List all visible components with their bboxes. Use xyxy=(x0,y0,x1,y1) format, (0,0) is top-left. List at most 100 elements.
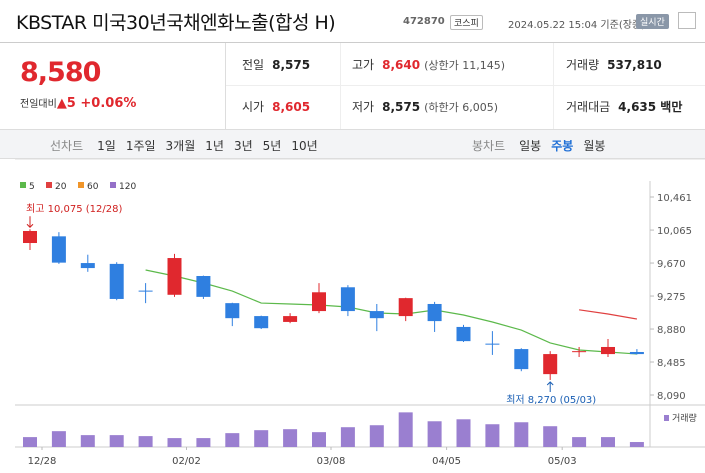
price: 8,580 xyxy=(20,57,101,88)
y-tick-label: 8,090 xyxy=(657,391,686,402)
volume-bar xyxy=(369,425,384,447)
divider xyxy=(553,43,554,129)
low-annotation: 최저 8,270 (05/03) xyxy=(506,394,596,406)
etf-name: KBSTAR 미국30년국채엔화노출(합성 H) xyxy=(16,12,336,34)
quote-field: 전일 8,575 xyxy=(242,56,310,73)
volume-bar xyxy=(601,437,615,447)
tab[interactable]: 일봉 xyxy=(519,139,542,153)
volume-swatch xyxy=(664,415,669,421)
legend-swatch xyxy=(110,182,116,188)
field-extra: (하한가 6,005) xyxy=(424,101,498,114)
field-label: 저가 xyxy=(352,100,375,114)
y-tick-label: 10,461 xyxy=(657,193,692,204)
volume-bar xyxy=(51,431,66,447)
tab[interactable]: 5년 xyxy=(262,139,282,153)
x-tick-label: 05/03 xyxy=(548,456,577,467)
legend-label: 60 xyxy=(87,182,99,192)
legend-swatch xyxy=(46,182,52,188)
tab-group-label: 봉차트 xyxy=(472,139,506,153)
field-value: 8,575 xyxy=(382,100,421,114)
candle-body xyxy=(138,290,153,292)
code: 472870 xyxy=(403,16,445,27)
field-value: 8,640 xyxy=(382,58,421,72)
volume-bar xyxy=(80,435,95,447)
candle-body xyxy=(312,292,326,312)
volume-bar xyxy=(254,430,269,447)
field-label: 고가 xyxy=(352,58,375,72)
quote-panel: 8,580 전일대비▲5 +0.06% 전일 8,575 고가 8,640 (상한가 1… xyxy=(0,42,705,130)
candle-body xyxy=(543,354,558,375)
candle-body xyxy=(109,263,124,299)
field-label: 전일 xyxy=(242,58,265,72)
quote-field: 저가 8,575 (하한가 6,005) xyxy=(352,98,498,115)
volume-bar xyxy=(196,438,211,447)
candle-body xyxy=(283,316,298,322)
volume-bar xyxy=(398,412,413,447)
volume-bar xyxy=(109,435,124,447)
realtime-button[interactable]: 실시간 xyxy=(636,14,669,29)
volume-bar xyxy=(225,433,240,447)
high-arrow xyxy=(26,216,34,228)
tab[interactable]: 3개월 xyxy=(165,139,196,153)
volume-bar xyxy=(514,422,529,447)
candle-body xyxy=(456,326,471,342)
quote-field: 거래량 537,810 xyxy=(566,56,662,73)
candle-body xyxy=(80,263,95,269)
candle-body xyxy=(629,351,644,355)
tab[interactable]: 3년 xyxy=(233,139,253,153)
legend-label: 120 xyxy=(119,182,136,192)
tab-group: 봉차트 일봉 주봉 월봉 xyxy=(472,137,615,154)
tab-group-label: 선차트 xyxy=(50,139,84,153)
time: 2024.05.22 15:04 기준(장중) xyxy=(508,20,646,31)
volume-bar xyxy=(485,424,500,447)
volume-bar xyxy=(23,437,37,447)
moving-average xyxy=(579,309,638,320)
field-value: 537,810 xyxy=(607,58,662,72)
x-tick-label: 02/02 xyxy=(172,456,201,467)
volume-bar xyxy=(138,436,153,447)
candle-body xyxy=(196,275,211,297)
close-button[interactable] xyxy=(678,12,696,29)
legend-swatch xyxy=(78,182,84,188)
divider xyxy=(340,43,341,129)
field-extra: (상한가 11,145) xyxy=(424,59,505,72)
volume-bar xyxy=(427,421,442,447)
tab[interactable]: 1주일 xyxy=(125,139,156,153)
quote-field: 거래대금 4,635 백만 xyxy=(566,98,682,115)
volume-bar xyxy=(167,438,182,447)
candle-body xyxy=(485,343,500,345)
tab-group: 선차트 1일 1주일 3개월 1년 3년 5년 10년 xyxy=(50,137,328,154)
tab[interactable]: 1년 xyxy=(205,139,224,153)
field-value: 8,605 xyxy=(272,100,311,114)
x-tick-label: 03/08 xyxy=(317,456,346,467)
volume-bar xyxy=(456,419,471,447)
volume-bar xyxy=(340,427,355,447)
y-tick-label: 9,275 xyxy=(657,292,686,303)
tab[interactable]: 주봉 xyxy=(551,139,574,153)
legend-label: 20 xyxy=(55,182,67,192)
field-value: 4,635 백만 xyxy=(618,100,683,114)
legend-label: 5 xyxy=(29,182,35,192)
x-tick-label: 04/05 xyxy=(432,456,461,467)
x-tick-label: 12/28 xyxy=(28,456,57,467)
tab[interactable]: 월봉 xyxy=(583,139,606,153)
field-label: 시가 xyxy=(242,100,265,114)
candle-body xyxy=(514,349,529,370)
candle-body xyxy=(23,230,37,244)
market: 코스피 xyxy=(450,15,483,30)
tab[interactable]: 10년 xyxy=(291,139,318,153)
volume-bar xyxy=(312,432,326,447)
quote-field: 고가 8,640 (상한가 11,145) xyxy=(352,56,505,73)
y-tick-label: 10,065 xyxy=(657,226,692,237)
tab[interactable]: 1일 xyxy=(97,139,116,153)
title: KBSTAR 미국30년국채엔화노출(합성 H) xyxy=(16,8,336,35)
candle-body xyxy=(340,287,355,312)
candle-body xyxy=(369,311,384,319)
change-pct: +0.06% xyxy=(80,96,137,111)
volume-bar xyxy=(283,429,298,447)
candle-body xyxy=(572,351,587,353)
candle-body xyxy=(167,258,182,295)
legend-swatch xyxy=(20,182,26,188)
volume-label: 거래량 xyxy=(672,412,697,424)
